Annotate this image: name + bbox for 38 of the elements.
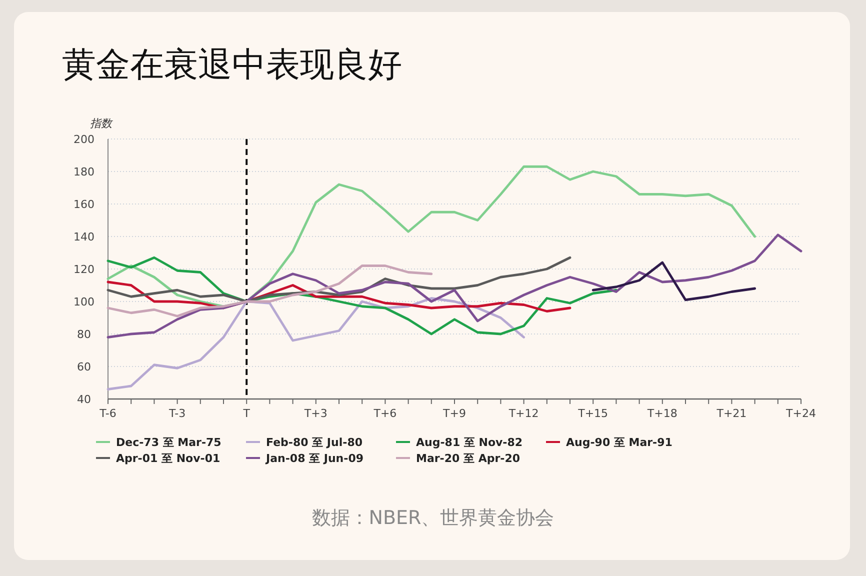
x-tick-label: T-3 [168, 407, 186, 420]
line-series [106, 264, 433, 318]
text: 数据：NBER、世界黄金协会 [312, 507, 554, 529]
line-series [106, 280, 572, 312]
y-tick-label: 160 [74, 198, 94, 211]
legend-label: Aug-90 至 Mar-91 [566, 436, 672, 449]
y-tick-label: 80 [77, 328, 91, 341]
x-tick-label: T+24 [785, 407, 816, 420]
x-tick-label: T+21 [716, 407, 747, 420]
line-series [106, 297, 525, 390]
y-tick-label: 140 [74, 230, 94, 244]
y-tick-label: 120 [74, 263, 94, 276]
x-tick-label: T-6 [98, 407, 116, 420]
y-tick-label: 180 [74, 166, 94, 178]
chart-title: 黄金在衰退中表现良好 [62, 45, 402, 85]
x-tick-label: T+12 [508, 407, 539, 420]
x-tick-label: T+18 [646, 407, 678, 420]
legend-label: Mar-20 至 Apr-20 [416, 452, 520, 465]
y-tick-label: 100 [74, 296, 94, 308]
y-tick-label: 40 [77, 393, 91, 406]
line-series [106, 234, 802, 338]
x-tick-label: T+15 [577, 407, 608, 420]
legend-label: Feb-80 至 Jul-80 [266, 436, 363, 449]
legend-label: Jan-08 至 Jun-09 [265, 452, 364, 465]
x-tick-label: T [242, 407, 250, 420]
line-series [106, 256, 618, 336]
x-tick-label: T+6 [372, 407, 397, 420]
legend-label: Apr-01 至 Nov-01 [116, 452, 220, 465]
x-tick-label: T+3 [303, 407, 328, 420]
line-series [106, 165, 756, 308]
y-tick-label: 60 [77, 360, 91, 374]
y-axis-title: 指数 [90, 117, 113, 130]
legend-label: Aug-81 至 Nov-82 [416, 436, 523, 449]
legend-label: Dec-73 至 Mar-75 [116, 436, 222, 449]
y-tick-label: 200 [74, 133, 94, 146]
line-series [106, 256, 572, 303]
line-series [592, 261, 756, 302]
x-tick-label: T+9 [442, 407, 466, 420]
